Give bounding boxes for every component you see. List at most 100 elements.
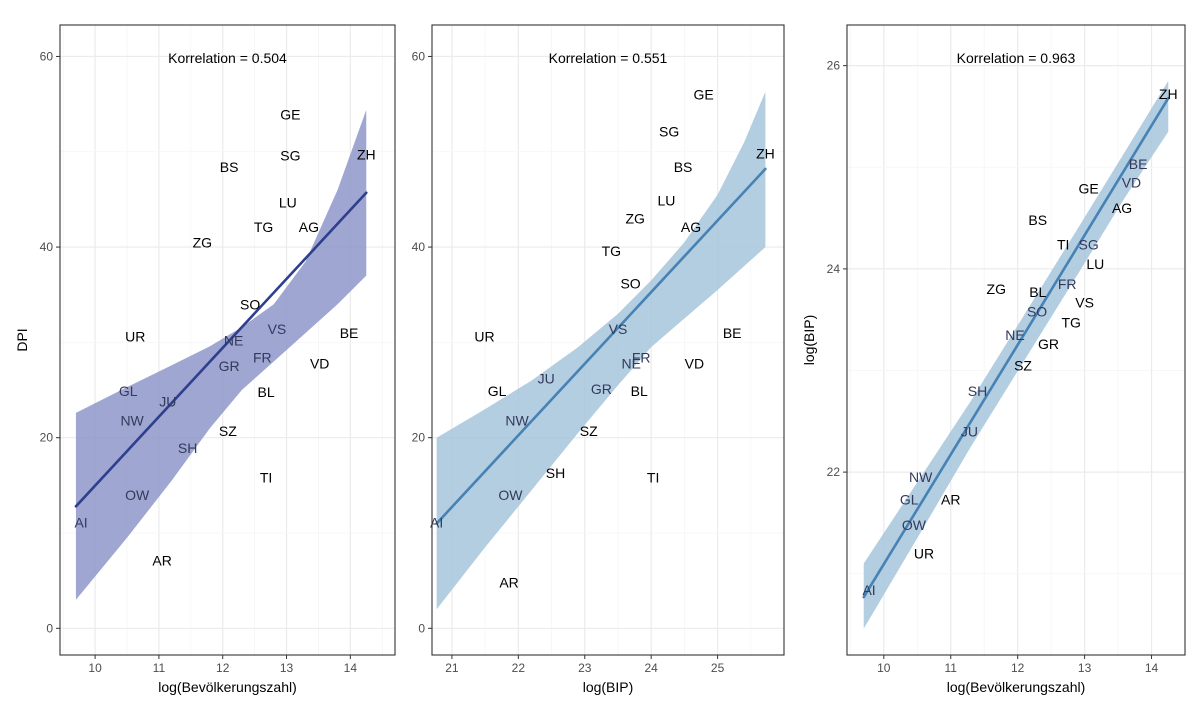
point-label-ti: TI	[647, 470, 659, 486]
x-tick-label: 22	[512, 661, 526, 675]
panel-border	[59, 24, 396, 656]
x-tick-label: 21	[445, 661, 459, 675]
point-label-sz: SZ	[1014, 357, 1032, 373]
point-label-ur: UR	[125, 329, 145, 345]
y-tick-label: 40	[412, 240, 426, 254]
point-label-sh: SH	[968, 383, 987, 399]
y-axis: 0 20 40 60	[412, 49, 432, 635]
y-tick-label: 22	[827, 465, 841, 479]
point-label-ow: OW	[498, 487, 523, 503]
point-label-ar: AR	[152, 553, 171, 569]
point-label-zh: ZH	[756, 146, 775, 162]
point-label-sh: SH	[178, 440, 197, 456]
y-axis-title: log(BIP)	[801, 315, 817, 366]
point-label-ju: JU	[538, 371, 555, 387]
point-label-ge: GE	[694, 87, 714, 103]
y-axis: 22 24 26 log(BIP)	[801, 59, 847, 479]
point-label-gl: GL	[900, 492, 919, 508]
point-label-zg: ZG	[193, 234, 212, 250]
point-label-sh: SH	[546, 465, 565, 481]
x-tick-label: 25	[711, 661, 725, 675]
regression-line	[435, 167, 767, 525]
point-label-bl: BL	[631, 383, 648, 399]
point-label-nw: NW	[120, 413, 144, 429]
y-axis: 0 20 40 60 DPI	[14, 49, 60, 635]
point-label-zh: ZH	[1159, 86, 1178, 102]
y-tick-label: 24	[827, 262, 841, 276]
regression-line	[862, 96, 1170, 599]
x-tick-label: 13	[280, 661, 294, 675]
point-label-lu: LU	[657, 192, 675, 208]
y-tick-label: 40	[40, 240, 54, 254]
x-tick-label: 14	[1145, 661, 1159, 675]
point-label-gl: GL	[119, 383, 138, 399]
point-label-fr: FR	[632, 350, 651, 366]
correlation-annotation: Korrelation = 0.551	[549, 50, 668, 66]
x-axis-title: log(BIP)	[583, 679, 634, 695]
y-tick-label: 0	[418, 621, 425, 635]
point-label-gr: GR	[591, 381, 612, 397]
point-label-so: SO	[240, 296, 260, 312]
point-label-bl: BL	[1029, 284, 1046, 300]
y-tick-label: 26	[827, 59, 841, 73]
x-tick-label: 24	[644, 661, 658, 675]
x-tick-label: 10	[88, 661, 102, 675]
point-label-nw: NW	[505, 413, 529, 429]
x-axis-title: log(Bevölkerungszahl)	[158, 679, 297, 695]
point-label-ge: GE	[1079, 181, 1099, 197]
chart-panel-3: ZH BE GE VD AG BS TI SG LU ZG BL FR VS SO TG NE GR SZ SH JU…	[801, 24, 1186, 695]
point-label-ai: AI	[74, 515, 87, 531]
point-label-ti: TI	[260, 470, 272, 486]
point-label-ag: AG	[1112, 200, 1132, 216]
y-axis-title: DPI	[14, 328, 30, 351]
point-label-gr: GR	[1038, 336, 1059, 352]
y-tick-label: 20	[40, 431, 54, 445]
point-label-ne: NE	[622, 355, 641, 371]
point-label-ar: AR	[499, 575, 518, 591]
point-label-zg: ZG	[987, 281, 1006, 297]
point-label-nw: NW	[909, 469, 933, 485]
point-label-ai: AI	[430, 515, 443, 531]
point-label-ai: AI	[862, 582, 875, 598]
x-axis-title: log(Bevölkerungszahl)	[947, 679, 1086, 695]
confidence-band	[75, 109, 367, 600]
x-tick-label: 11	[153, 661, 166, 675]
x-axis: 10 11 12 13 14 log(Bevölkerungszahl)	[877, 655, 1159, 695]
point-label-ow: OW	[902, 517, 927, 533]
y-tick-label: 60	[412, 49, 426, 63]
point-label-tg: TG	[1061, 315, 1080, 331]
point-labels: GE BS SG ZH LU TG AG ZG SO UR VS BE NE FR VD GR GL BL JU NW…	[74, 107, 375, 569]
point-label-ti: TI	[1057, 236, 1069, 252]
point-label-ag: AG	[299, 219, 319, 235]
confidence-band	[436, 91, 766, 610]
panel-border	[431, 24, 785, 656]
point-label-ow: OW	[125, 487, 150, 503]
x-axis: 21 22 23 24 25 log(BIP)	[445, 655, 725, 695]
point-labels: ZH BE GE VD AG BS TI SG LU ZG BL FR VS SO TG NE GR SZ SH JU…	[862, 86, 1177, 598]
x-tick-label: 13	[1078, 661, 1092, 675]
x-axis: 10 11 12 13 14 log(Bevölkerungszahl)	[88, 655, 357, 695]
point-label-bs: BS	[220, 159, 239, 175]
point-label-vd: VD	[685, 355, 704, 371]
point-label-vs: VS	[268, 321, 287, 337]
point-label-be: BE	[340, 325, 359, 341]
point-label-ne: NE	[1005, 327, 1024, 343]
point-label-vd: VD	[1122, 175, 1141, 191]
point-label-bl: BL	[258, 384, 275, 400]
point-label-be: BE	[723, 325, 742, 341]
point-label-ge: GE	[280, 107, 300, 123]
point-label-fr: FR	[1058, 276, 1077, 292]
point-label-tg: TG	[254, 219, 273, 235]
panel-border	[846, 24, 1186, 656]
point-label-ur: UR	[914, 545, 934, 561]
x-tick-label: 11	[945, 661, 958, 675]
x-tick-label: 23	[578, 661, 592, 675]
point-label-sg: SG	[659, 124, 679, 140]
y-tick-label: 60	[40, 49, 54, 63]
correlation-annotation: Korrelation = 0.963	[957, 50, 1076, 66]
point-label-gr: GR	[219, 358, 240, 374]
point-label-ju: JU	[159, 393, 176, 409]
point-label-vs: VS	[609, 321, 628, 337]
